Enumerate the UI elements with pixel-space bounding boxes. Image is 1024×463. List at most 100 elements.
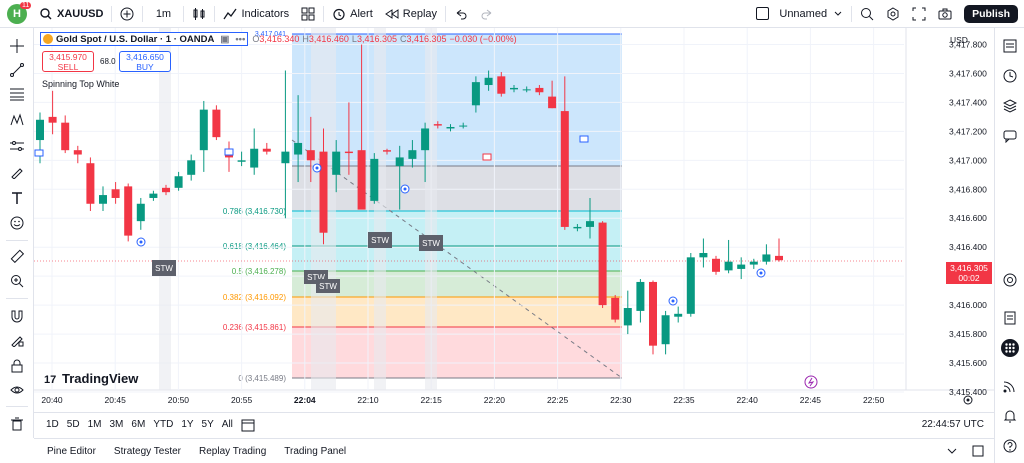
range-5y[interactable]: 5Y [201,419,214,430]
lock-drawings-tool[interactable] [7,356,27,376]
range-all[interactable]: All [221,419,233,430]
candle-body [573,226,582,229]
range-5d[interactable]: 5D [66,419,80,430]
chats-button[interactable] [1000,126,1020,146]
crosshair-tool[interactable] [7,36,27,56]
zoom-tool[interactable] [7,271,27,291]
candle-body [522,89,531,91]
candle-body [749,261,758,265]
trendline-tool[interactable] [7,60,27,80]
y-tick-label: 3,417.800 [949,39,987,49]
watermark-text: TradingView [62,371,139,386]
alert-button[interactable]: Alert [326,0,379,28]
candle-body [762,254,771,262]
search-icon [40,7,52,19]
object-tree-button[interactable] [1000,96,1020,116]
interval-button[interactable]: 1m [155,7,172,20]
session-shade [374,28,386,390]
buy-button[interactable]: 3,416.650 BUY [119,51,171,72]
x-tick-label: 22:40 [737,395,759,405]
time-axis[interactable]: 20:40 20:45 20:50 20:55 22:04 22:10 22:15 22:20… [41,395,884,405]
user-avatar[interactable]: H 11 [0,0,34,28]
y-tick-label: 3,417.000 [949,155,987,165]
lock-icon [11,359,23,373]
divider [323,5,325,22]
divider [6,240,28,241]
help-button[interactable] [1000,436,1020,456]
indicators-button[interactable]: Indicators [217,0,295,28]
apps-button[interactable] [1000,338,1020,358]
collapse-icon[interactable]: ▣ [220,33,230,45]
emoji-tool[interactable] [7,213,27,233]
fullscreen-button[interactable] [906,0,932,28]
alerts-panel-button[interactable] [1000,66,1020,86]
tab-pine-editor[interactable]: Pine Editor [47,445,96,457]
measure-tool[interactable] [7,246,27,266]
redo-button[interactable] [474,0,500,28]
broadcast-icon [1003,381,1015,393]
compare-symbol-button[interactable] [114,0,140,28]
date-range-icon[interactable] [241,418,255,432]
target-icon [1003,273,1017,287]
more-icon[interactable]: ••• [235,33,246,45]
candle-body [73,150,82,155]
hide-drawings-tool[interactable] [7,380,27,400]
range-1m[interactable]: 1M [87,419,102,430]
tab-trading-panel[interactable]: Trading Panel [284,445,347,457]
chevron-down-icon[interactable] [946,445,958,457]
data-window-button[interactable] [1000,270,1020,290]
prediction-tool[interactable] [7,136,27,156]
range-1d[interactable]: 1D [46,419,59,430]
indicators-icon [223,8,237,19]
y-tick-label: 3,415.400 [949,387,987,397]
quick-search-button[interactable] [854,0,880,28]
layout-menu-button[interactable]: Unnamed [750,0,849,28]
replay-button[interactable]: Replay [379,0,443,28]
remove-drawings-tool[interactable] [7,414,27,434]
chart-type-button[interactable] [186,0,212,28]
pattern-tool[interactable] [7,110,27,130]
publish-button[interactable]: Publish [958,0,1024,28]
tab-replay-trading[interactable]: Replay Trading [199,445,267,457]
currency-label[interactable]: USD [950,35,968,45]
streams-button[interactable] [1000,376,1020,396]
legend-title-box[interactable]: Gold Spot / U.S. Dollar · 1 · OANDA ▣ ••… [40,32,249,46]
watchlist-button[interactable] [1000,36,1020,56]
maximize-icon[interactable] [972,445,984,457]
price-axis[interactable]: 3,417.800 3,417.600 3,417.400 3,417.200 3,41… [949,39,987,397]
chat-icon [1003,130,1017,143]
indicator-name[interactable]: Spinning Top White [42,79,120,89]
fib-tool[interactable] [7,84,27,104]
magnet-tool[interactable] [7,306,27,326]
sell-button[interactable]: 3,415.970 SELL [42,51,94,72]
text-tool[interactable] [7,188,27,208]
candle-body [649,281,657,346]
layout-icon [756,7,770,20]
buy-price: 3,416.650 [126,52,164,62]
notes-button[interactable] [1000,308,1020,328]
candlestick-chart[interactable]: 0.786 (3,416.730) 0.618 (3,416.464) 0.5 (3… [34,28,994,412]
tab-strategy-tester[interactable]: Strategy Tester [113,445,181,457]
settings-button[interactable] [880,0,906,28]
utc-clock[interactable]: 22:44:57 UTC [921,419,984,430]
gold-symbol-icon [43,34,53,44]
x-tick-label: 20:55 [231,395,253,405]
undo-button[interactable] [448,0,474,28]
axis-settings-icon[interactable] [963,395,973,405]
templates-button[interactable] [295,0,321,28]
symbol-search[interactable]: XAUUSD [34,0,109,28]
brush-tool[interactable] [7,162,27,182]
range-1y[interactable]: 1Y [181,419,194,430]
stay-drawing-tool[interactable] [7,330,27,350]
snapshot-button[interactable] [932,0,958,28]
range-3m[interactable]: 3M [109,419,124,430]
notifications-button[interactable] [1000,406,1020,426]
y-tick-label: 3,415.600 [949,358,987,368]
candle-body [686,257,695,314]
y-tick-label: 3,416.000 [949,300,987,310]
candle-body [535,87,544,93]
range-ytd[interactable]: YTD [153,419,174,430]
quick-search-icon [861,7,874,20]
range-6m[interactable]: 6M [131,419,146,430]
lightning-icon[interactable] [804,375,818,389]
